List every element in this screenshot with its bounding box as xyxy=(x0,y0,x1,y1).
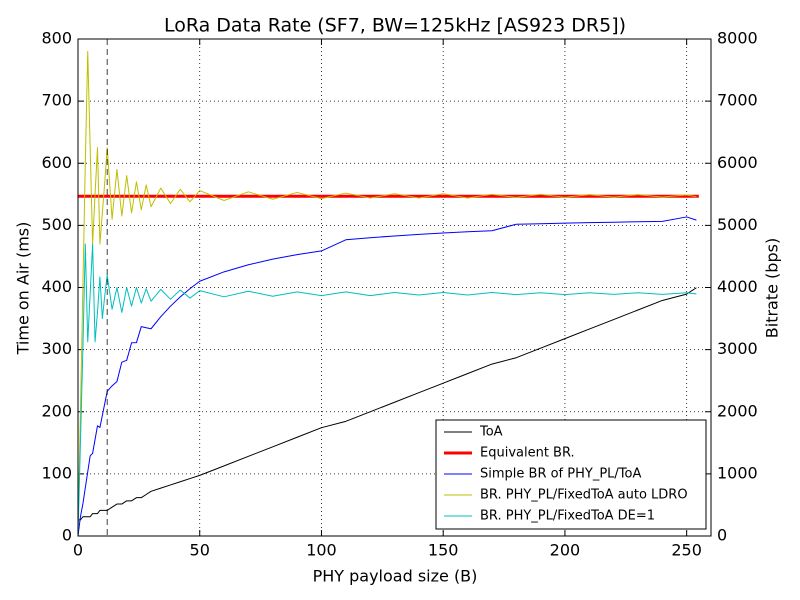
y-tick-label: 700 xyxy=(41,91,72,110)
y-tick-label: 0 xyxy=(62,526,72,545)
y-tick-label: 400 xyxy=(41,277,72,296)
y-tick-label: 500 xyxy=(41,215,72,234)
x-tick-label: 250 xyxy=(671,541,702,560)
y2-tick-label: 6000 xyxy=(717,153,758,172)
y-tick-label: 300 xyxy=(41,339,72,358)
y2-tick-label: 8000 xyxy=(717,29,758,48)
series-line xyxy=(78,243,697,536)
y-axis-title: Time on Air (ms) xyxy=(14,222,33,356)
legend-label: ToA xyxy=(479,425,503,440)
legend-label: Equivalent BR. xyxy=(480,446,575,461)
y2-tick-label: 2000 xyxy=(717,401,758,420)
series-line xyxy=(78,216,697,536)
y-tick-label: 100 xyxy=(41,463,72,482)
y2-tick-label: 1000 xyxy=(717,463,758,482)
legend-box xyxy=(435,419,707,530)
y2-tick-label: 5000 xyxy=(717,215,758,234)
y2-tick-label: 7000 xyxy=(717,91,758,110)
legend-label: Simple BR of PHY_PL/ToA xyxy=(480,467,641,482)
y-tick-label: 200 xyxy=(41,401,72,420)
series-line xyxy=(78,50,697,536)
legend-label: BR. PHY_PL/FixedToA DE=1 xyxy=(480,509,655,524)
x-tick-label: 150 xyxy=(428,541,459,560)
x-tick-label: 200 xyxy=(550,541,581,560)
y2-axis-title: Bitrate (bps) xyxy=(763,238,782,338)
x-tick-label: 0 xyxy=(73,541,83,560)
legend: ToA Equivalent BR. Simple BR of PHY_PL/ToA… xyxy=(435,419,707,530)
y2-tick-label: 0 xyxy=(717,526,727,545)
x-tick-label: 100 xyxy=(306,541,337,560)
y2-tick-label: 4000 xyxy=(717,277,758,296)
x-axis-title: PHY payload size (B) xyxy=(313,567,478,586)
chart-title: LoRa Data Rate (SF7, BW=125kHz [AS923 DR… xyxy=(164,15,626,37)
y-tick-label: 600 xyxy=(41,153,72,172)
series-line xyxy=(78,287,697,521)
y-tick-label: 800 xyxy=(41,29,72,48)
plot-frame xyxy=(77,38,712,537)
y2-tick-label: 3000 xyxy=(717,339,758,358)
x-tick-label: 50 xyxy=(190,541,210,560)
legend-label: BR. PHY_PL/FixedToA auto LDRO xyxy=(480,488,688,503)
